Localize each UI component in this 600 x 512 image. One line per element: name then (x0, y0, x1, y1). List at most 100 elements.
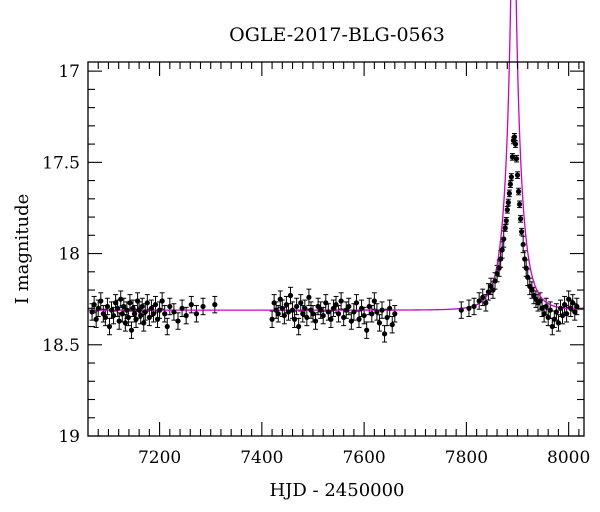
data-point (471, 303, 477, 310)
data-point (128, 327, 135, 333)
data-point (115, 305, 121, 311)
data-point (348, 318, 354, 324)
data-point (509, 154, 516, 160)
data-point (466, 305, 472, 311)
data-point (138, 312, 144, 319)
data-point (121, 303, 127, 310)
data-point (338, 298, 344, 304)
data-point (125, 314, 131, 321)
data-point (200, 303, 206, 310)
data-point (124, 307, 130, 313)
data-point (346, 303, 352, 310)
data-point (300, 311, 306, 317)
data-point (98, 298, 104, 304)
data-point (374, 309, 380, 315)
data-point (523, 265, 529, 271)
data-point (557, 305, 564, 311)
data-point (333, 302, 339, 308)
data-point (537, 298, 543, 304)
data-point (369, 311, 375, 317)
data-point (106, 323, 113, 330)
data-point (572, 309, 578, 315)
data-point (154, 316, 161, 322)
data-point (110, 312, 117, 319)
data-point (148, 305, 155, 311)
data-point (212, 302, 218, 308)
y-tick-label: 18 (58, 245, 80, 265)
data-point (341, 314, 347, 321)
data-point (490, 287, 496, 293)
data-point (561, 302, 568, 308)
data-point (498, 256, 504, 262)
data-point (494, 271, 500, 277)
data-point (501, 236, 507, 242)
data-point (139, 303, 145, 310)
x-tick-labels: 7200 7400 7600 7800 8000 (138, 448, 590, 468)
data-point (507, 181, 513, 187)
data-point (529, 287, 535, 293)
data-point (323, 300, 329, 306)
data-point (505, 199, 511, 206)
y-tick-labels: 17 17.5 18 18.5 19 (42, 62, 80, 447)
data-point (476, 298, 482, 304)
data-point (302, 305, 308, 311)
data-point (95, 305, 101, 311)
data-point (130, 305, 136, 311)
data-point (517, 216, 524, 222)
data-point (131, 311, 138, 317)
data-point (271, 300, 277, 306)
data-point (315, 303, 321, 310)
data-point (381, 331, 388, 337)
data-point (559, 312, 566, 319)
data-point (555, 320, 562, 326)
data-point (551, 316, 557, 322)
data-point (525, 274, 531, 280)
data-point (281, 312, 287, 319)
data-point (502, 225, 508, 231)
data-point (152, 302, 159, 308)
data-point (296, 323, 302, 330)
data-point (543, 303, 549, 310)
data-point (291, 316, 298, 322)
data-point (122, 320, 128, 326)
data-point (376, 320, 383, 326)
data-point (93, 316, 99, 322)
y-axis-label: I magnitude (12, 194, 33, 305)
data-point (312, 318, 319, 324)
data-point (353, 300, 360, 306)
data-point (541, 311, 547, 317)
data-point (522, 256, 528, 262)
data-point (135, 298, 141, 304)
data-point (371, 298, 377, 304)
data-point (287, 292, 294, 299)
data-point (188, 302, 194, 308)
x-tick-label: 7200 (138, 448, 181, 468)
data-point (547, 307, 553, 313)
data-point (304, 314, 310, 321)
data-point (133, 316, 139, 322)
data-point (141, 320, 147, 326)
data-point (512, 141, 519, 147)
data-point (118, 296, 124, 302)
data-point (289, 307, 296, 313)
data-point (545, 314, 551, 321)
data-point (193, 311, 200, 317)
data-point (504, 207, 510, 213)
data-point (279, 305, 285, 311)
data-point (144, 300, 150, 306)
data-point (310, 311, 316, 317)
data-point (520, 241, 526, 248)
data-point (162, 311, 168, 317)
x-axis-label: HJD - 2450000 (269, 480, 404, 501)
data-point (320, 312, 326, 319)
data-point (179, 305, 185, 311)
data-point (351, 309, 357, 315)
data-point (142, 309, 148, 315)
data-point (156, 307, 163, 313)
data-point (119, 311, 125, 317)
data-point (89, 309, 95, 315)
data-point (516, 201, 523, 207)
data-point (553, 309, 559, 315)
data-point (496, 265, 502, 271)
